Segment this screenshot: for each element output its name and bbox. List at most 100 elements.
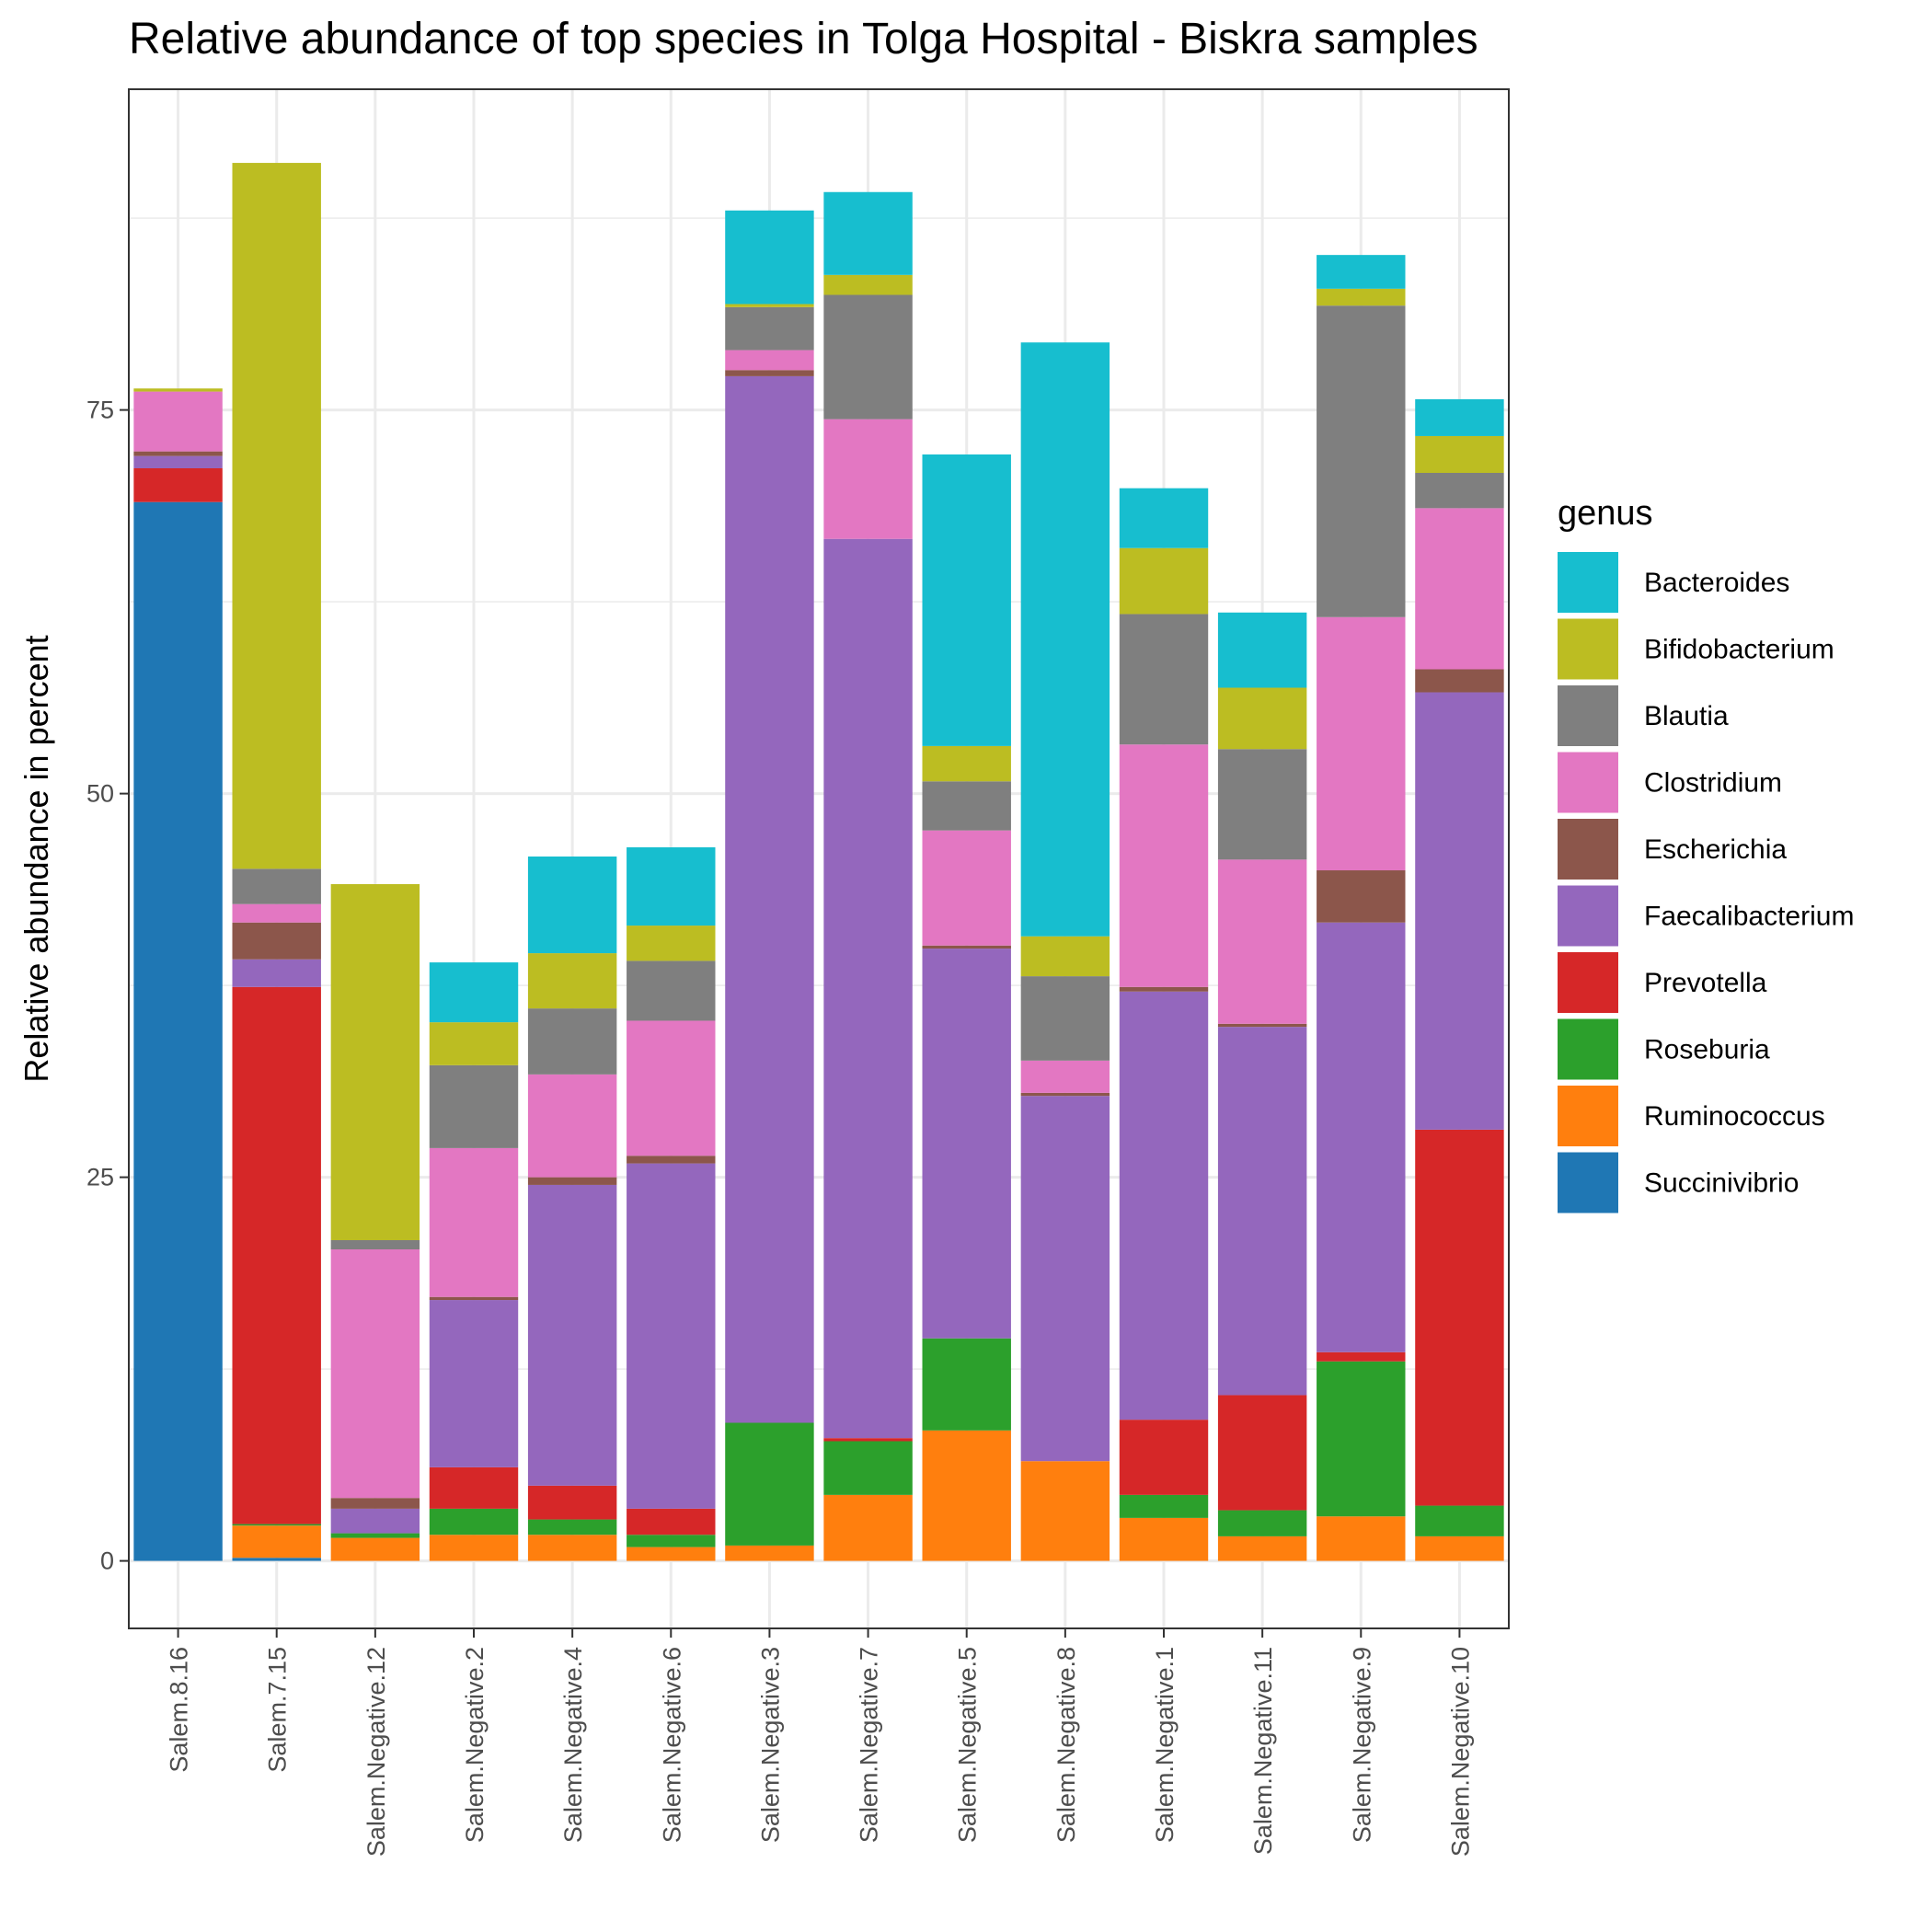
legend-item-blautia: Blautia (1558, 685, 1729, 746)
bar-segment-succinivibrio (133, 501, 223, 1561)
bar-segment-bifidobacterium (330, 884, 420, 1240)
x-tick-label: Salem.Negative.9 (1348, 1647, 1375, 1843)
legend-label: Ruminococcus (1644, 1101, 1825, 1132)
legend-swatch (1558, 752, 1618, 813)
bar-segment-roseburia (725, 1422, 814, 1546)
legend-swatch (1558, 685, 1618, 746)
bar-segment-escherichia (1217, 1023, 1307, 1028)
bar-stack-salem-negative-3 (725, 210, 814, 1561)
legend-item-faecalibacterium: Faecalibacterium (1558, 885, 1854, 947)
x-tick-label: Salem.Negative.10 (1446, 1647, 1474, 1857)
bar-segment-clostridium (627, 1020, 716, 1156)
bar-segment-bacteroides (1217, 612, 1307, 688)
legend-swatch (1558, 819, 1618, 880)
bar-segment-escherichia (1415, 669, 1504, 693)
y-axis-title: Relative abundance in percent (17, 635, 55, 1082)
x-tick-label: Salem.Negative.2 (461, 1647, 489, 1843)
bar-segment-clostridium (1415, 508, 1504, 670)
bar-stack-salem-negative-9 (1317, 255, 1406, 1561)
bar-segment-bifidobacterium (527, 953, 617, 1009)
bar-segment-roseburia (823, 1441, 913, 1495)
bar-segment-clostridium (823, 419, 913, 539)
bar-segment-prevotella (1415, 1129, 1504, 1506)
bar-stack-salem-negative-7 (823, 191, 913, 1561)
x-tick-label: Salem.Negative.3 (756, 1647, 784, 1843)
bar-segment-faecalibacterium (232, 959, 321, 987)
bar-segment-roseburia (627, 1535, 716, 1547)
y-axis: 0 25 50 75 (86, 397, 129, 1575)
bar-segment-ruminococcus (429, 1535, 519, 1561)
legend-swatch (1558, 618, 1618, 680)
bar-stack-salem-negative-12 (330, 884, 420, 1561)
bar-segment-escherichia (1119, 986, 1209, 992)
bar-segment-blautia (725, 306, 814, 351)
bar-stack-salem-negative-2 (429, 962, 519, 1561)
bar-segment-ruminococcus (1217, 1535, 1307, 1561)
bar-segment-ruminococcus (1119, 1517, 1209, 1561)
bar-segment-roseburia (1415, 1505, 1504, 1536)
bar-segment-bifidobacterium (823, 274, 913, 295)
bar-segment-bacteroides (429, 962, 519, 1023)
bar-segment-roseburia (429, 1508, 519, 1535)
bar-segment-blautia (922, 781, 1011, 831)
legend-label: Clostridium (1644, 768, 1782, 799)
legend-label: Succinivibrio (1644, 1168, 1799, 1199)
plot-panel (128, 88, 1510, 1629)
bar-segment-escherichia (1020, 1092, 1110, 1097)
bar-segment-bifidobacterium (429, 1022, 519, 1065)
bar-segment-succinivibrio (232, 1558, 321, 1561)
bar-segment-roseburia (330, 1533, 420, 1538)
bar-stack-salem-negative-10 (1415, 398, 1504, 1561)
chart-title: Relative abundance of top species in Tol… (129, 15, 1478, 63)
bar-segment-bacteroides (823, 191, 913, 275)
legend-label: Prevotella (1644, 968, 1767, 998)
bar-segment-prevotella (527, 1485, 617, 1520)
bar-segment-blautia (1217, 749, 1307, 860)
legend-title: genus (1558, 494, 1653, 533)
x-axis: Salem.8.16 Salem.7.15 Salem.Negative.12 Sal… (166, 1628, 1474, 1857)
bar-segment-faecalibacterium (1317, 922, 1406, 1352)
y-tick-label: 75 (86, 397, 114, 424)
bar-segment-roseburia (1217, 1510, 1307, 1536)
bar-segment-clostridium (1317, 616, 1406, 871)
legend-label: Faecalibacterium (1644, 902, 1854, 932)
bar-segment-prevotella (1119, 1420, 1209, 1495)
bar-segment-roseburia (922, 1338, 1011, 1431)
legend-swatch (1558, 1018, 1618, 1080)
bar-segment-blautia (1119, 614, 1209, 745)
plot-border (128, 88, 1510, 1629)
bar-segment-bifidobacterium (1119, 547, 1209, 615)
bar-segment-ruminococcus (1317, 1516, 1406, 1561)
bar-segment-escherichia (330, 1498, 420, 1509)
bar-segment-bifidobacterium (232, 163, 321, 869)
legend-item-bifidobacterium: Bifidobacterium (1558, 618, 1834, 680)
bar-segment-bacteroides (922, 454, 1011, 746)
bar-segment-faecalibacterium (1119, 991, 1209, 1420)
x-tick-label: Salem.Negative.7 (856, 1647, 883, 1843)
y-tick-label: 0 (100, 1547, 114, 1575)
legend-label: Roseburia (1644, 1035, 1770, 1065)
bar-segment-bacteroides (1020, 342, 1110, 937)
bar-segment-ruminococcus (1415, 1535, 1504, 1561)
bar-stack-salem-negative-4 (527, 856, 617, 1561)
x-tick-label: Salem.Negative.4 (559, 1647, 587, 1843)
x-tick-label: Salem.8.16 (166, 1647, 193, 1773)
bar-segment-ruminococcus (330, 1537, 420, 1561)
bar-segment-blautia (232, 868, 321, 904)
bar-segment-blautia (330, 1239, 420, 1250)
bar-segment-blautia (627, 960, 716, 1021)
x-tick-label: Salem.Negative.6 (658, 1647, 685, 1843)
legend: genus Bacteroides Bifidobacterium Blautia C… (1558, 494, 1854, 1213)
bar-segment-bifidobacterium (627, 926, 716, 961)
bar-segment-prevotella (823, 1438, 913, 1442)
bar-stack-salem-negative-11 (1217, 612, 1307, 1561)
bar-segment-clostridium (1217, 859, 1307, 1024)
bar-segment-ruminococcus (922, 1430, 1011, 1561)
y-tick-label: 50 (86, 780, 114, 808)
bar-segment-blautia (1020, 976, 1110, 1061)
legend-item-escherichia: Escherichia (1558, 819, 1787, 880)
bar-segment-blautia (1317, 305, 1406, 617)
bar-segment-prevotella (232, 986, 321, 1524)
